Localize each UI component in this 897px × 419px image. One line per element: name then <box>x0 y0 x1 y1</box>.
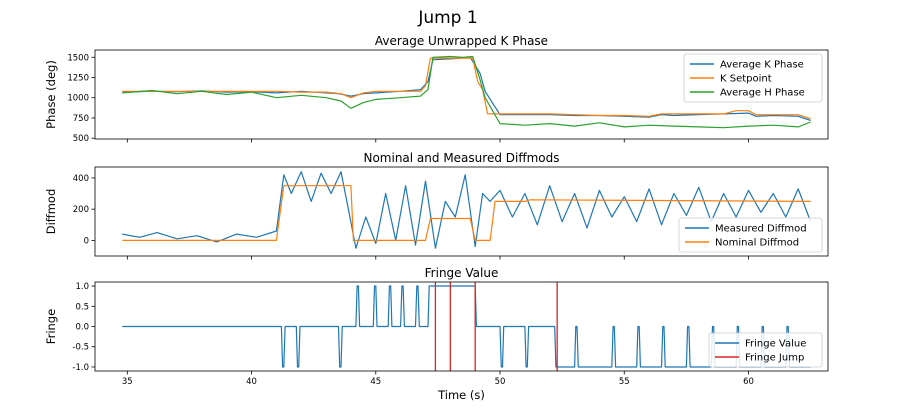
x-tick-label: 40 <box>246 377 257 387</box>
legend-box <box>678 217 823 253</box>
legend-entry: Fringe Jump <box>745 353 804 364</box>
legend-entry: K Setpoint <box>720 74 772 85</box>
panel-3: 35 40 45 50 55 60 -1.0 -0.5 0.0 0.5 1.0 Fringe Valu… <box>44 266 829 402</box>
figure-title: Jump 1 <box>417 8 477 28</box>
legend: Fringe Value Fringe Jump <box>708 332 823 368</box>
y-tick-label: 1.0 <box>75 282 89 292</box>
legend-box <box>708 332 823 368</box>
y-tick-label: 400 <box>73 174 89 184</box>
y-axis-label: Phase (deg) <box>44 60 58 129</box>
panel-title: Average Unwrapped K Phase <box>375 34 548 48</box>
y-tick-label: 500 <box>73 134 89 144</box>
plot-area <box>122 171 812 249</box>
panel-title: Nominal and Measured Diffmods <box>363 151 559 165</box>
series-line-fringe-value <box>122 285 811 368</box>
y-tick-label: 1500 <box>67 53 89 63</box>
y-tick-label: 0.5 <box>75 302 89 312</box>
legend-entry: Fringe Value <box>745 339 806 350</box>
legend-entry: Average H Phase <box>720 88 805 99</box>
legend-entry: Measured Diffmod <box>715 224 807 235</box>
panel-1: 500 750 1000 1250 1500 Average Unwrapped K Ph… <box>44 34 829 144</box>
legend: Average K Phase K Setpoint Average H Phase <box>683 53 823 103</box>
legend-entry: Nominal Diffmod <box>715 238 799 249</box>
y-tick-label: -1.0 <box>72 363 89 373</box>
plot-area <box>122 55 811 129</box>
y-tick-label: 1250 <box>67 74 89 84</box>
x-axis-label: Time (s) <box>437 388 485 402</box>
series-line-k-setpoint <box>122 57 811 120</box>
panel-2: 0 200 400 Nominal and Measured Diffmods Diff… <box>44 151 829 260</box>
series-line-measured-diffmod <box>122 171 812 249</box>
y-axis-label: Fringe <box>44 309 58 344</box>
plot-area <box>122 282 811 371</box>
x-tick-label: 50 <box>495 377 506 387</box>
y-tick-label: 0 <box>84 236 89 246</box>
axes-frame <box>94 166 829 257</box>
x-tick-label: 60 <box>743 377 754 387</box>
x-tick-label: 55 <box>619 377 630 387</box>
legend-entry: Average K Phase <box>720 60 804 71</box>
legend: Measured Diffmod Nominal Diffmod <box>678 217 823 253</box>
x-tick-label: 35 <box>122 377 133 387</box>
panel-title: Fringe Value <box>425 266 499 280</box>
series-line-average-h-phase <box>122 55 811 129</box>
legend-box <box>683 53 823 103</box>
y-tick-label: 1000 <box>67 94 89 104</box>
x-tick-label: 45 <box>370 377 381 387</box>
series-line-nominal-diffmod <box>122 185 811 241</box>
y-tick-label: 750 <box>73 114 89 124</box>
axes-frame <box>94 49 829 140</box>
y-tick-label: 0.0 <box>75 323 89 333</box>
y-tick-label: 200 <box>73 205 89 215</box>
y-axis-label: Diffmod <box>44 189 58 235</box>
y-tick-label: -0.5 <box>72 343 89 353</box>
